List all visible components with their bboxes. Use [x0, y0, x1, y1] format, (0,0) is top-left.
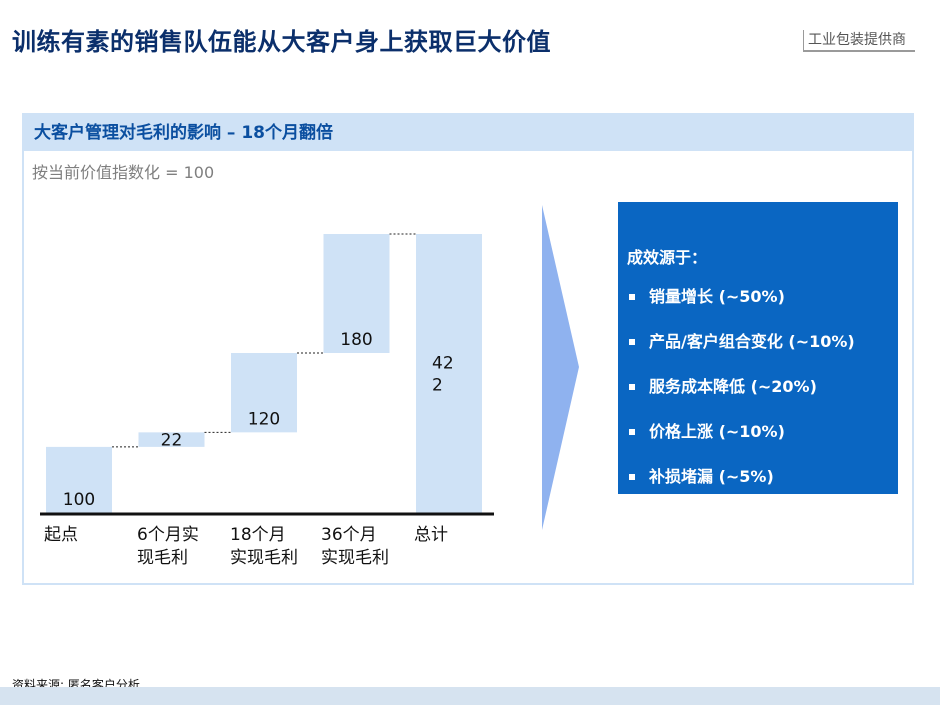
driver-item: 价格上涨 (~10%) [627, 421, 898, 466]
value-label-total: 42 2 [432, 354, 454, 396]
footer-bar [0, 687, 940, 705]
value-label-36m: 180 [340, 330, 372, 350]
bullet-icon [629, 339, 635, 345]
value-label-6m: 22 [161, 431, 183, 451]
client-tag: 工业包装提供商 [803, 30, 915, 52]
driver-item: 补损堵漏 (~5%) [627, 466, 898, 494]
driver-item: 服务成本降低 (~20%) [627, 376, 898, 421]
category-label-36m: 36个月 实现毛利 [321, 525, 389, 568]
panel-header: 大客户管理对毛利的影响 – 18个月翻倍 [24, 115, 912, 151]
driver-label: 产品/客户组合变化 (~10%) [649, 332, 855, 351]
bullet-icon [629, 294, 635, 300]
driver-label: 服务成本降低 (~20%) [649, 377, 817, 396]
bar-18m [231, 353, 297, 433]
bar-start [46, 446, 112, 513]
category-label-total: 总计 [414, 525, 448, 545]
bullet-icon [629, 474, 635, 480]
bar-total [416, 234, 482, 513]
panel-subtitle: 按当前价值指数化 = 100 [32, 163, 215, 182]
results-box: 成效源于： 销量增长 (~50%) 产品/客户组合变化 (~10%) 服务成本降… [618, 202, 898, 494]
flow-arrow-icon [542, 205, 579, 530]
value-label-18m: 120 [248, 409, 280, 429]
driver-label: 补损堵漏 (~5%) [649, 467, 774, 486]
bullet-icon [629, 429, 635, 435]
driver-label: 销量增长 (~50%) [649, 287, 785, 306]
bar-6m [138, 432, 205, 447]
category-label-6m: 6个月实 现毛利 [137, 525, 199, 568]
driver-label: 价格上涨 (~10%) [649, 422, 785, 441]
bullet-icon [629, 384, 635, 390]
page-title: 训练有素的销售队伍能从大客户身上获取巨大价值 [12, 28, 551, 56]
driver-item: 销量增长 (~50%) [627, 286, 898, 331]
results-title: 成效源于： [627, 248, 708, 267]
value-label-start: 100 [63, 490, 95, 510]
category-label-18m: 18个月 实现毛利 [230, 525, 298, 568]
driver-item: 产品/客户组合变化 (~10%) [627, 331, 898, 376]
bar-36m [323, 234, 390, 354]
category-label-start: 起点 [44, 525, 78, 545]
waterfall-chart: 100 22 120 180 42 2 [40, 233, 494, 516]
